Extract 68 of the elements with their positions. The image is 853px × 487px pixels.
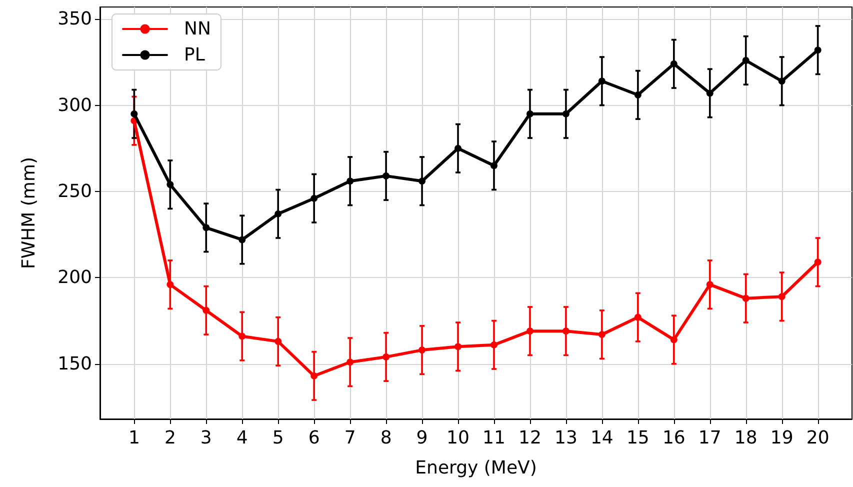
point [238,332,246,340]
point [670,60,678,68]
point [598,331,606,338]
point [778,293,786,300]
point [814,46,822,54]
point [310,194,318,202]
x-tick-label: 6 [308,428,320,448]
point [526,328,534,335]
point [454,343,462,350]
x-tick-label: 12 [518,428,542,448]
x-tick-label: 18 [734,428,758,448]
point [634,314,642,321]
legend-label: PL [184,44,205,66]
x-tick-label: 7 [344,428,356,448]
x-tick-label: 17 [698,428,722,448]
y-tick-label: 350 [58,8,92,30]
point [130,110,138,118]
point [706,281,714,288]
y-tick-label: 250 [58,180,92,202]
point [526,110,534,118]
x-tick-label: 8 [380,428,392,448]
point [418,346,426,354]
x-tick-label: 10 [446,428,470,448]
x-tick-label: 3 [200,428,212,448]
point [202,224,210,232]
x-tick-label: 4 [236,428,248,448]
x-tick-label: 1 [128,428,140,448]
point [202,306,210,314]
point [418,178,426,185]
point [670,336,678,344]
point [490,162,498,170]
point [742,56,750,64]
point [238,236,246,244]
point [814,258,822,266]
point [310,372,318,380]
legend-label: NN [184,18,211,40]
point [454,144,462,152]
point [346,358,354,366]
point [778,78,786,85]
x-tick-label: 11 [482,428,506,448]
x-tick-label: 14 [590,428,614,448]
x-tick-label: 16 [662,428,686,448]
point [274,210,282,218]
x-tick-label: 15 [626,428,650,448]
x-tick-label: 9 [416,428,428,448]
point [490,341,498,348]
x-tick-label: 13 [554,428,578,448]
point [634,91,642,98]
x-tick-label: 19 [770,428,794,448]
point [346,178,354,185]
x-tick-label: 5 [272,428,284,448]
point [598,78,606,85]
x-tick-label: 20 [806,428,830,448]
point [742,294,750,302]
point [562,110,570,118]
x-axis-title: Energy (MeV) [415,458,537,478]
point [382,172,390,180]
y-tick-label: 200 [58,267,92,288]
point [166,181,174,188]
x-tick-label: 2 [164,428,176,448]
point [706,90,714,97]
point [274,338,282,345]
point [382,353,390,360]
point [562,328,570,335]
y-tick-label: 300 [58,94,92,116]
point [166,281,174,288]
y-axis-title: FWHM (mm) [18,156,40,270]
y-tick-label: 150 [58,353,92,374]
